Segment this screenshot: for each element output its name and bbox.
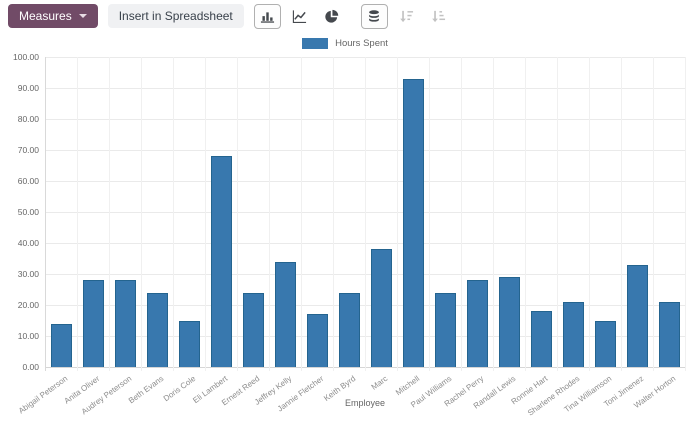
v-gridline [45,57,46,371]
bar[interactable] [210,156,232,367]
sort-descending-button[interactable] [393,4,420,29]
v-gridline [653,57,654,371]
line-chart-icon [292,9,307,24]
y-tick-label: 40.00 [17,238,39,248]
bar[interactable] [82,280,104,367]
sort-ascending-button[interactable] [425,4,452,29]
bar[interactable] [402,78,424,367]
measures-button[interactable]: Measures [8,4,98,28]
y-tick-label: 100.00 [13,52,39,62]
bar[interactable] [338,292,360,367]
y-tick-label: 0.00 [22,362,39,372]
v-gridline [237,57,238,371]
x-axis-title: Employee [344,398,386,408]
bar[interactable] [594,320,616,367]
y-tick-label: 50.00 [17,207,39,217]
bar[interactable] [530,311,552,367]
v-gridline [205,57,206,371]
legend-swatch [302,37,329,49]
y-tick-label: 80.00 [17,114,39,124]
y-axis: 0.00 10.00 20.00 30.00 40.00 50.00 60.00 70.00 8… [0,52,41,372]
pie-chart-button[interactable] [318,4,345,29]
y-tick-label: 70.00 [17,145,39,155]
sort-descending-icon [399,9,414,24]
insert-in-spreadsheet-label: Insert in Spreadsheet [118,9,233,23]
bar[interactable] [498,277,520,367]
v-gridline [77,57,78,371]
bar-chart-icon [260,9,275,24]
v-gridline [109,57,110,371]
bar[interactable] [114,280,136,367]
bar[interactable] [146,292,168,367]
y-tick-label: 60.00 [17,176,39,186]
v-gridline [429,57,430,371]
v-gridline [493,57,494,371]
v-gridline [589,57,590,371]
v-gridline [301,57,302,371]
bar[interactable] [626,264,648,367]
v-gridline [685,57,686,371]
toolbar: Measures Insert in Spreadsheet [0,0,690,32]
v-gridline [461,57,462,371]
v-gridline [333,57,334,371]
v-gridline [173,57,174,371]
bar[interactable] [50,323,72,367]
measures-button-label: Measures [19,9,72,23]
bar-chart-button[interactable] [253,3,281,29]
bar[interactable] [434,292,456,367]
insert-in-spreadsheet-button[interactable]: Insert in Spreadsheet [107,4,244,28]
v-gridline [557,57,558,371]
stacked-button[interactable] [360,3,388,29]
y-tick-label: 90.00 [17,83,39,93]
chart-type-switcher [253,3,345,29]
bar[interactable] [466,280,488,367]
bar[interactable] [274,261,296,367]
legend[interactable]: Hours Spent [0,35,690,51]
y-tick-label: 20.00 [17,300,39,310]
plot-area [45,57,686,371]
pie-chart-icon [324,9,339,24]
bar[interactable] [306,314,328,367]
bar[interactable] [242,292,264,367]
v-gridline [269,57,270,371]
v-gridline [525,57,526,371]
v-gridline [365,57,366,371]
bar[interactable] [370,249,392,367]
sort-ascending-icon [431,9,446,24]
bar[interactable] [562,301,584,367]
chart-options [360,3,452,29]
line-chart-button[interactable] [286,4,313,29]
v-gridline [621,57,622,371]
bar[interactable] [658,301,680,367]
v-gridline [141,57,142,371]
bar[interactable] [178,320,200,367]
legend-label: Hours Spent [335,37,388,49]
y-tick-label: 30.00 [17,269,39,279]
y-tick-label: 10.00 [17,331,39,341]
stacked-icon [367,9,381,24]
caret-down-icon [78,14,87,18]
v-gridline [397,57,398,371]
